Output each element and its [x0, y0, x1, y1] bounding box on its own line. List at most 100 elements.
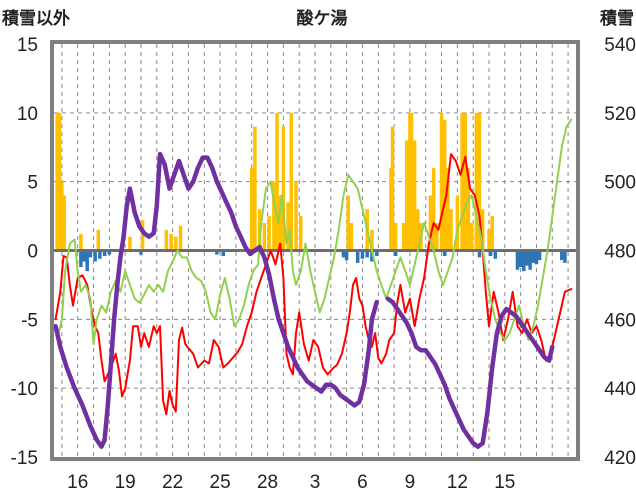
snowfall-bar	[477, 112, 482, 251]
negative-bar	[360, 250, 365, 259]
snowfall-bar	[474, 112, 479, 251]
left-tick-label: 15	[17, 35, 38, 56]
snowfall-bar	[169, 233, 173, 251]
negative-bar	[79, 250, 83, 268]
snowfall-bar	[272, 181, 276, 251]
snowfall-bar	[480, 209, 485, 251]
snowfall-bar	[140, 220, 145, 251]
snowfall-bar	[96, 229, 101, 251]
snowfall-bar	[299, 216, 303, 251]
negative-bar	[344, 250, 349, 261]
snowfall-bar	[487, 229, 491, 251]
right-tick-label: 420	[604, 448, 636, 469]
x-tick-label: 19	[115, 472, 136, 493]
negative-bar	[139, 250, 143, 255]
negative-bar	[102, 250, 107, 257]
snowfall-bar	[416, 209, 420, 251]
negative-bar	[88, 250, 93, 258]
negative-bar	[493, 250, 498, 259]
negative-bar	[393, 250, 398, 257]
line-green-series	[54, 118, 573, 346]
snowfall-bar	[490, 216, 494, 251]
negative-bar	[355, 250, 360, 263]
negative-bar	[107, 250, 112, 255]
negative-bar	[528, 250, 532, 270]
snowfall-bar	[79, 233, 83, 251]
chart-title: 酸ケ湯	[297, 8, 348, 28]
x-tick-label: 3	[310, 472, 321, 493]
snowfall-bar	[428, 195, 433, 251]
snowfall-bar	[55, 112, 59, 251]
snowfall-bar	[393, 222, 398, 251]
negative-bar	[85, 250, 89, 272]
snowfall-bar	[60, 181, 64, 251]
snowfall-bar	[412, 140, 417, 251]
negative-bar	[534, 250, 539, 265]
left-tick-label: -15	[11, 448, 38, 469]
negative-bar	[221, 250, 226, 257]
x-tick-label: 25	[210, 472, 231, 493]
line-red-series	[54, 153, 573, 416]
negative-bar	[93, 250, 97, 262]
left-tick-label: -5	[21, 310, 38, 331]
snowfall-bar	[249, 167, 254, 251]
snowfall-bar	[460, 112, 464, 251]
right-tick-label: 540	[604, 35, 636, 56]
right-tick-label: 480	[604, 242, 636, 263]
negative-bar	[488, 250, 493, 257]
line-purple-series	[385, 296, 555, 449]
snowfall-bar	[128, 236, 132, 251]
snowfall-bar	[409, 112, 414, 251]
snowfall-bar	[442, 119, 447, 251]
snowfall-bar	[469, 222, 474, 251]
line-series	[53, 118, 573, 449]
snowfall-bar	[164, 229, 169, 251]
snowfall-bar	[286, 202, 290, 251]
snowfall-bar	[57, 112, 62, 251]
plot-frame	[50, 40, 580, 461]
negative-bar	[563, 250, 567, 263]
left-axis-ticks: 15 10 5 0 -5 -10 -15	[11, 35, 38, 469]
x-tick-label: 28	[257, 472, 278, 493]
left-tick-label: 10	[17, 104, 38, 125]
left-axis-title: 積雪以外	[2, 8, 70, 28]
right-tick-label: 440	[604, 379, 636, 400]
snowfall-bar	[431, 167, 436, 251]
right-tick-label: 500	[604, 173, 636, 194]
snowfall-bar	[267, 216, 271, 251]
snowfall-bar	[62, 195, 67, 251]
x-tick-label: 12	[447, 472, 468, 493]
snowfall-bar	[463, 112, 468, 251]
snowfall-bar	[281, 126, 286, 251]
right-tick-label: 520	[604, 104, 636, 125]
negative-bar	[341, 250, 346, 258]
snowfall-bar	[401, 222, 406, 251]
left-tick-label: 5	[27, 173, 38, 194]
snowfall-bar	[439, 112, 444, 251]
right-axis-title: 積雪	[600, 8, 634, 28]
snowfall-bar	[404, 140, 409, 251]
negative-bar	[477, 250, 482, 258]
snowfall-bar	[178, 225, 183, 251]
negative-bar	[370, 250, 374, 262]
snowfall-bar	[435, 222, 439, 251]
snowfall-bar	[262, 222, 267, 251]
negative-bar	[522, 250, 526, 272]
negative-bar	[518, 250, 523, 268]
negative-bar	[365, 250, 369, 258]
x-tick-label: 9	[405, 472, 416, 493]
x-tick-label: 16	[67, 472, 88, 493]
negative-bar	[215, 250, 219, 255]
negative-bar	[82, 250, 86, 262]
negative-bar	[525, 250, 529, 266]
snowfall-bar	[466, 167, 471, 251]
negative-bar	[560, 250, 564, 261]
snowfall-bar	[349, 222, 354, 251]
line-purple-series	[53, 151, 379, 449]
negative-bar	[98, 250, 102, 259]
snowfall-bar	[455, 195, 460, 251]
snowfall-bar	[449, 209, 453, 251]
x-tick-label: 22	[162, 472, 183, 493]
snowfall-bar	[370, 229, 374, 251]
